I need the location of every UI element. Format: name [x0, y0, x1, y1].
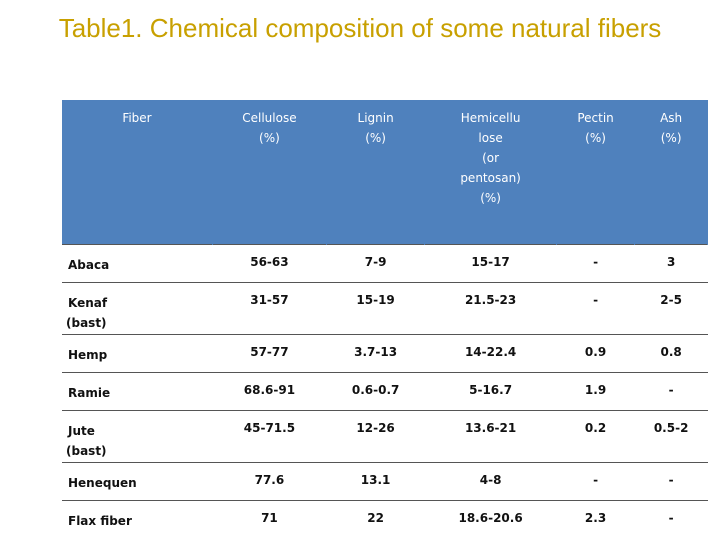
table-body: Abaca 56-63 7-9 15-17-3 Kenaf (bast) 31-57 15-1… — [62, 244, 708, 539]
value-cell: 0.8 — [634, 334, 708, 373]
header-text: Ash — [660, 111, 683, 125]
value-cell: 2-5 — [634, 282, 708, 335]
header-text: (%) — [585, 131, 606, 145]
value-cell: 0.6-0.7 — [326, 372, 425, 411]
header-text: Fiber — [122, 111, 152, 125]
value-cell: - — [634, 500, 708, 539]
table-row: Jute (bast) 45-71.5 12-26 13.6-21 0.2 0.5-2 — [62, 410, 708, 463]
table-row: Kenaf (bast) 31-57 15-19 21.5-23-2-5 — [62, 282, 708, 335]
header-text: Lignin — [357, 111, 394, 125]
value-cell: 12-26 — [326, 410, 425, 463]
header-cell: Hemicellu lose (or pentosan) (%) — [424, 100, 557, 245]
fiber-cell: Ramie — [62, 372, 213, 411]
fiber-name: Kenaf — [68, 296, 108, 310]
value-cell: 13.1 — [326, 462, 425, 501]
header-text: (%) — [365, 131, 386, 145]
value-cell: 0.9 — [556, 334, 635, 373]
value-cell: 21.5-23 — [424, 282, 557, 335]
value-cell: 31-57 — [212, 282, 327, 335]
value-cell: 15-17 — [424, 244, 557, 283]
value-cell: 7-9 — [326, 244, 425, 283]
value-cell: 71 — [212, 500, 327, 539]
header-row: Fiber Cellulose (%) Lignin (%) Hemicellu lose (… — [62, 100, 708, 245]
fiber-cell: Flax fiber — [62, 500, 213, 539]
value-cell: 57-77 — [212, 334, 327, 373]
header-text: Pectin — [577, 111, 614, 125]
table-row: Hemp 57-77 3.7-13 14-22.4 0.9 0.8 — [62, 334, 708, 373]
value-cell: 15-19 — [326, 282, 425, 335]
header-text: (%) — [480, 191, 501, 205]
fiber-cell: Abaca — [62, 244, 213, 283]
slide-title: Table1. Chemical composition of some nat… — [58, 13, 662, 43]
fiber-name: Ramie — [68, 386, 111, 400]
value-cell: 22 — [326, 500, 425, 539]
value-cell: - — [556, 282, 635, 335]
fiber-cell: Hemp — [62, 334, 213, 373]
header-cell: Cellulose (%) — [212, 100, 327, 245]
value-cell: 4-8 — [424, 462, 557, 501]
value-cell: 3 — [634, 244, 708, 283]
fiber-name: (bast) — [66, 316, 107, 330]
value-cell: 0.5-2 — [634, 410, 708, 463]
header-cell: Ash (%) — [634, 100, 708, 245]
table-row: Ramie 68.6-91 0.6-0.7 5-16.7 1.9- — [62, 372, 708, 411]
fiber-name: Hemp — [68, 348, 108, 362]
table-row: Flax fiber 71 22 18.6-20.6 2.3- — [62, 500, 708, 539]
value-cell: - — [634, 372, 708, 411]
header-text: (%) — [660, 131, 682, 145]
value-cell: - — [634, 462, 708, 501]
fiber-name: Jute — [68, 424, 95, 438]
value-cell: 77.6 — [212, 462, 327, 501]
header-text: lose — [478, 131, 503, 145]
value-cell: - — [556, 462, 635, 501]
value-cell: - — [556, 244, 635, 283]
header-cell: Fiber — [62, 100, 213, 245]
value-cell: 3.7-13 — [326, 334, 425, 373]
value-cell: 0.2 — [556, 410, 635, 463]
fiber-cell: Henequen — [62, 462, 213, 501]
value-cell: 68.6-91 — [212, 372, 327, 411]
header-cell: Lignin (%) — [326, 100, 426, 245]
fiber-name: Henequen — [68, 476, 137, 490]
value-cell: 1.9 — [556, 372, 635, 411]
fiber-name: Abaca — [68, 258, 110, 272]
value-cell: 14-22.4 — [424, 334, 557, 373]
header-text: Hemicellu — [460, 111, 521, 125]
value-cell: 18.6-20.6 — [424, 500, 557, 539]
table-row: Abaca 56-63 7-9 15-17-3 — [62, 244, 708, 283]
fiber-cell: Kenaf (bast) — [62, 282, 213, 335]
table-row: Henequen 77.6 13.1 4-8- - — [62, 462, 708, 501]
fiber-table: Fiber Cellulose (%) Lignin (%) Hemicellu lose (… — [62, 100, 708, 539]
header-text: pentosan) — [460, 171, 521, 185]
value-cell: 5-16.7 — [424, 372, 557, 411]
header-text: (%) — [259, 131, 280, 145]
value-cell: 56-63 — [212, 244, 327, 283]
header-cell: Pectin (%) — [556, 100, 636, 245]
value-cell: 2.3 — [556, 500, 635, 539]
value-cell: 13.6-21 — [424, 410, 557, 463]
fiber-name: (bast) — [66, 444, 107, 458]
fiber-name: Flax fiber — [68, 514, 132, 528]
header-text: Cellulose — [242, 111, 297, 125]
fiber-cell: Jute (bast) — [62, 410, 213, 463]
value-cell: 45-71.5 — [212, 410, 327, 463]
header-text: (or — [482, 151, 500, 165]
